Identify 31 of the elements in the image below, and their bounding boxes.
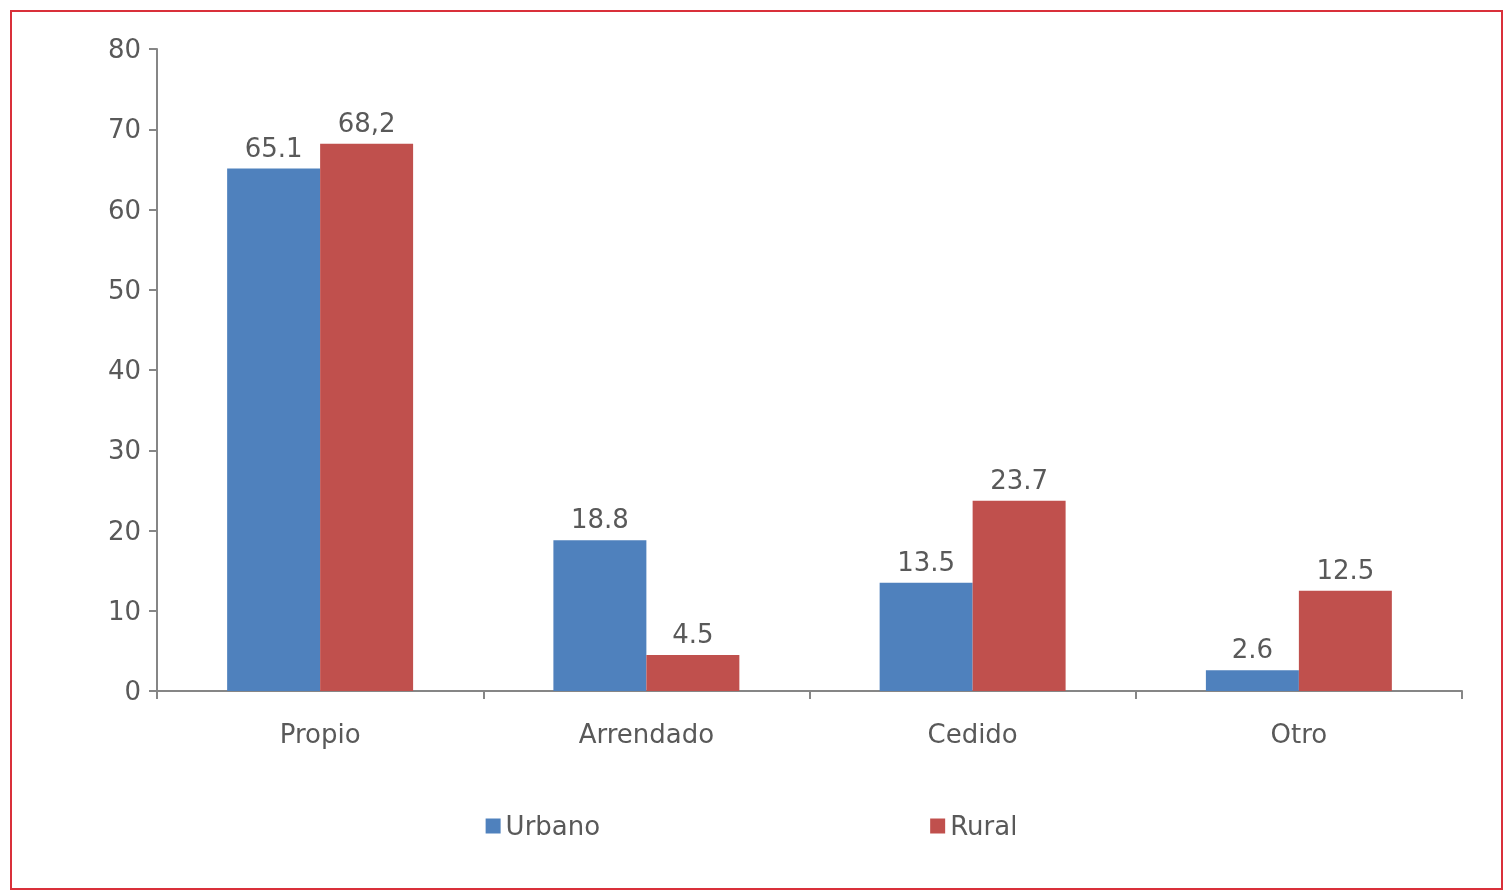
data-label: 12.5 xyxy=(1316,554,1375,585)
y-tick-label: 20 xyxy=(107,515,141,546)
y-tick-label: 30 xyxy=(107,435,141,466)
y-tick-label: 50 xyxy=(107,274,141,305)
data-label: 4.5 xyxy=(672,618,714,649)
y-tick-label: 0 xyxy=(124,676,141,706)
legend-label: Urbano xyxy=(505,811,601,841)
y-tick-label: 10 xyxy=(107,595,141,626)
data-label: 2.6 xyxy=(1231,634,1274,665)
data-label: 18.8 xyxy=(570,504,629,535)
y-tick-label: 80 xyxy=(107,34,141,64)
x-tick-label: Arrendado xyxy=(578,719,715,749)
y-tick-label: 40 xyxy=(107,355,141,385)
bar xyxy=(320,143,414,691)
data-label: 65.1 xyxy=(244,132,303,163)
data-label: 23.7 xyxy=(990,464,1049,495)
legend-label: Rural xyxy=(950,811,1018,841)
x-tick-label: Propio xyxy=(279,719,361,749)
data-label: 13.5 xyxy=(897,546,956,577)
x-tick-label: Otro xyxy=(1270,719,1328,749)
bar xyxy=(553,540,647,691)
y-tick-label: 70 xyxy=(107,114,141,145)
bar xyxy=(972,500,1066,691)
data-label: 68,2 xyxy=(337,107,396,138)
bar xyxy=(1298,590,1392,691)
bar xyxy=(1205,670,1299,691)
y-tick-label: 60 xyxy=(107,194,141,225)
bar xyxy=(646,654,740,691)
bar xyxy=(879,582,973,691)
x-tick-label: Cedido xyxy=(927,719,1018,749)
bar xyxy=(227,168,321,691)
